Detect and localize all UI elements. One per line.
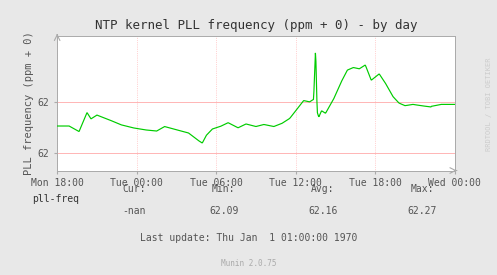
Text: Min:: Min:	[212, 185, 236, 194]
Text: Munin 2.0.75: Munin 2.0.75	[221, 260, 276, 268]
Text: 62.09: 62.09	[209, 207, 239, 216]
Title: NTP kernel PLL frequency (ppm + 0) - by day: NTP kernel PLL frequency (ppm + 0) - by …	[95, 19, 417, 32]
Text: RRDTOOL / TOBI OETIKER: RRDTOOL / TOBI OETIKER	[486, 58, 492, 151]
Text: Max:: Max:	[411, 185, 434, 194]
Text: Avg:: Avg:	[311, 185, 335, 194]
Text: pll-freq: pll-freq	[32, 194, 80, 204]
Y-axis label: PLL frequency (ppm + 0): PLL frequency (ppm + 0)	[23, 31, 34, 175]
Text: 62.16: 62.16	[308, 207, 338, 216]
Text: Cur:: Cur:	[122, 185, 146, 194]
Text: Last update: Thu Jan  1 01:00:00 1970: Last update: Thu Jan 1 01:00:00 1970	[140, 233, 357, 243]
Text: -nan: -nan	[122, 207, 146, 216]
Text: 62.27: 62.27	[408, 207, 437, 216]
